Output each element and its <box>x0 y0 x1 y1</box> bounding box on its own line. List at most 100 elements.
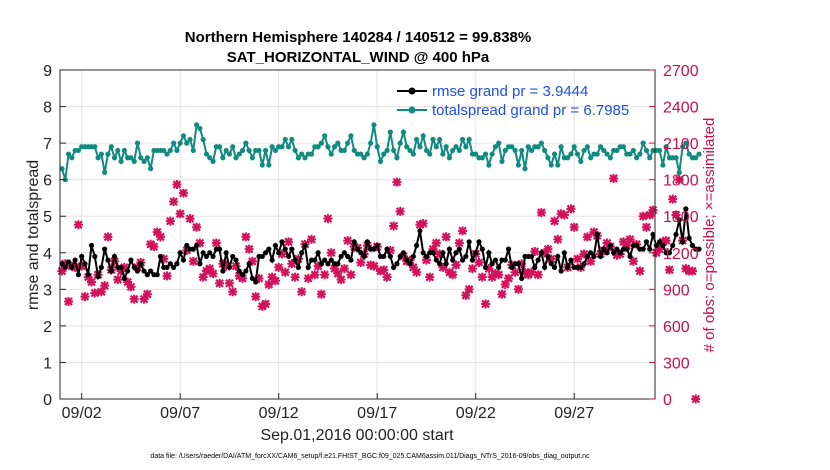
totalspread-point <box>443 144 449 150</box>
totalspread-point <box>161 147 167 154</box>
y-left-tick-label: 5 <box>43 209 52 226</box>
totalspread-point <box>187 136 193 143</box>
rmse-point <box>302 242 308 249</box>
totalspread-point <box>285 144 292 150</box>
chart-title-line2: SAT_HORIZONTAL_WIND @ 400 hPa <box>227 49 490 66</box>
y-right-tick-label: 1200 <box>663 246 699 263</box>
obs-count-marker <box>425 272 435 282</box>
rmse-point <box>578 264 584 270</box>
totalspread-point <box>538 140 544 146</box>
totalspread-point <box>427 151 433 157</box>
obs-count-marker <box>185 214 195 224</box>
rmse-point <box>670 242 676 249</box>
rmse-point <box>650 231 656 238</box>
totalspread-point <box>673 155 679 161</box>
obs-count-marker <box>90 288 100 298</box>
rmse-point <box>177 250 183 256</box>
totalspread-point <box>604 151 610 157</box>
legend-rmse-label: rmse grand pr = 3.9444 <box>432 83 588 100</box>
rmse-point <box>154 272 160 278</box>
rmse-point <box>88 242 95 249</box>
rmse-point <box>607 242 613 249</box>
totalspread-point <box>361 155 367 161</box>
totalspread-point <box>496 140 502 146</box>
obs-count-marker <box>668 194 678 204</box>
obs-count-marker <box>211 238 221 248</box>
rmse-point <box>82 261 88 267</box>
totalspread-point <box>578 158 584 164</box>
rmse-point <box>679 239 686 245</box>
chart-title-line1: Northern Hemisphere 140284 / 140512 = 99… <box>185 29 531 46</box>
obs-count-marker <box>566 204 576 214</box>
rmse-point <box>469 257 476 263</box>
rmse-point <box>69 264 75 270</box>
totalspread-point <box>325 144 331 150</box>
obs-count-marker <box>356 258 366 268</box>
totalspread-point <box>584 144 590 150</box>
totalspread-point <box>131 158 137 164</box>
rmse-point <box>542 264 548 270</box>
rmse-point <box>59 261 65 267</box>
rmse-point <box>696 246 702 252</box>
obs-count-marker <box>172 180 182 190</box>
totalspread-point <box>509 144 515 150</box>
totalspread-point <box>121 147 127 154</box>
totalspread-point <box>594 151 600 157</box>
plot-frame <box>59 69 656 400</box>
totalspread-point <box>420 133 426 139</box>
totalspread-point <box>65 151 72 157</box>
totalspread-point <box>414 136 420 143</box>
totalspread-point <box>148 166 154 172</box>
obs-count-marker <box>129 294 139 304</box>
totalspread-point <box>614 147 620 154</box>
rmse-point <box>476 239 482 245</box>
rmse-point <box>374 242 380 249</box>
totalspread-point <box>391 147 397 154</box>
totalspread-point <box>450 147 456 154</box>
rmse-point <box>611 250 617 256</box>
rmse-point <box>643 239 650 245</box>
obs-count-marker <box>238 273 248 283</box>
obs-count-marker <box>64 297 74 307</box>
rmse-point <box>335 261 341 267</box>
obs-count-marker <box>215 278 225 288</box>
rmse-point <box>528 253 535 260</box>
totalspread-point <box>423 147 430 154</box>
totalspread-point <box>134 140 141 146</box>
y-left-tick-label: 1 <box>43 355 52 372</box>
obs-count-marker <box>264 279 274 289</box>
rmse-point <box>505 246 512 252</box>
rmse-point <box>509 264 515 270</box>
obs-count-marker <box>573 254 583 264</box>
totalspread-point <box>141 158 147 164</box>
obs-count-marker <box>188 256 198 266</box>
obs-count-marker <box>638 211 648 221</box>
rmse-point <box>381 253 387 260</box>
rmse-point <box>62 264 68 270</box>
obs-count-marker <box>441 232 451 242</box>
rmse-point <box>482 264 489 270</box>
totalspread-point <box>171 140 177 146</box>
y-right-tick-label: 1800 <box>663 173 699 190</box>
rmse-point <box>440 250 446 256</box>
obs-count-marker <box>477 272 487 282</box>
rmse-point <box>568 257 574 263</box>
rmse-point <box>348 257 354 263</box>
rmse-point <box>345 253 351 260</box>
obs-count-marker <box>149 242 159 252</box>
rmse-point <box>279 239 285 245</box>
y-axis-left-ticks: 0 1 2 3 4 5 6 7 8 9 <box>43 63 66 409</box>
totalspread-point <box>519 147 525 154</box>
obs-count-marker <box>379 265 389 275</box>
y-right-tick-label: 2100 <box>663 136 699 153</box>
totalspread-point <box>210 158 216 164</box>
x-tick-label: 09/12 <box>259 405 299 422</box>
rmse-point <box>262 250 269 256</box>
totalspread-point <box>266 162 272 168</box>
totalspread-point <box>663 144 669 150</box>
legend-rmse-marker <box>408 87 416 95</box>
obs-count-marker <box>274 262 284 272</box>
obs-count-marker <box>142 289 152 299</box>
obs-count-marker <box>609 173 619 183</box>
totalspread-point <box>59 166 65 172</box>
